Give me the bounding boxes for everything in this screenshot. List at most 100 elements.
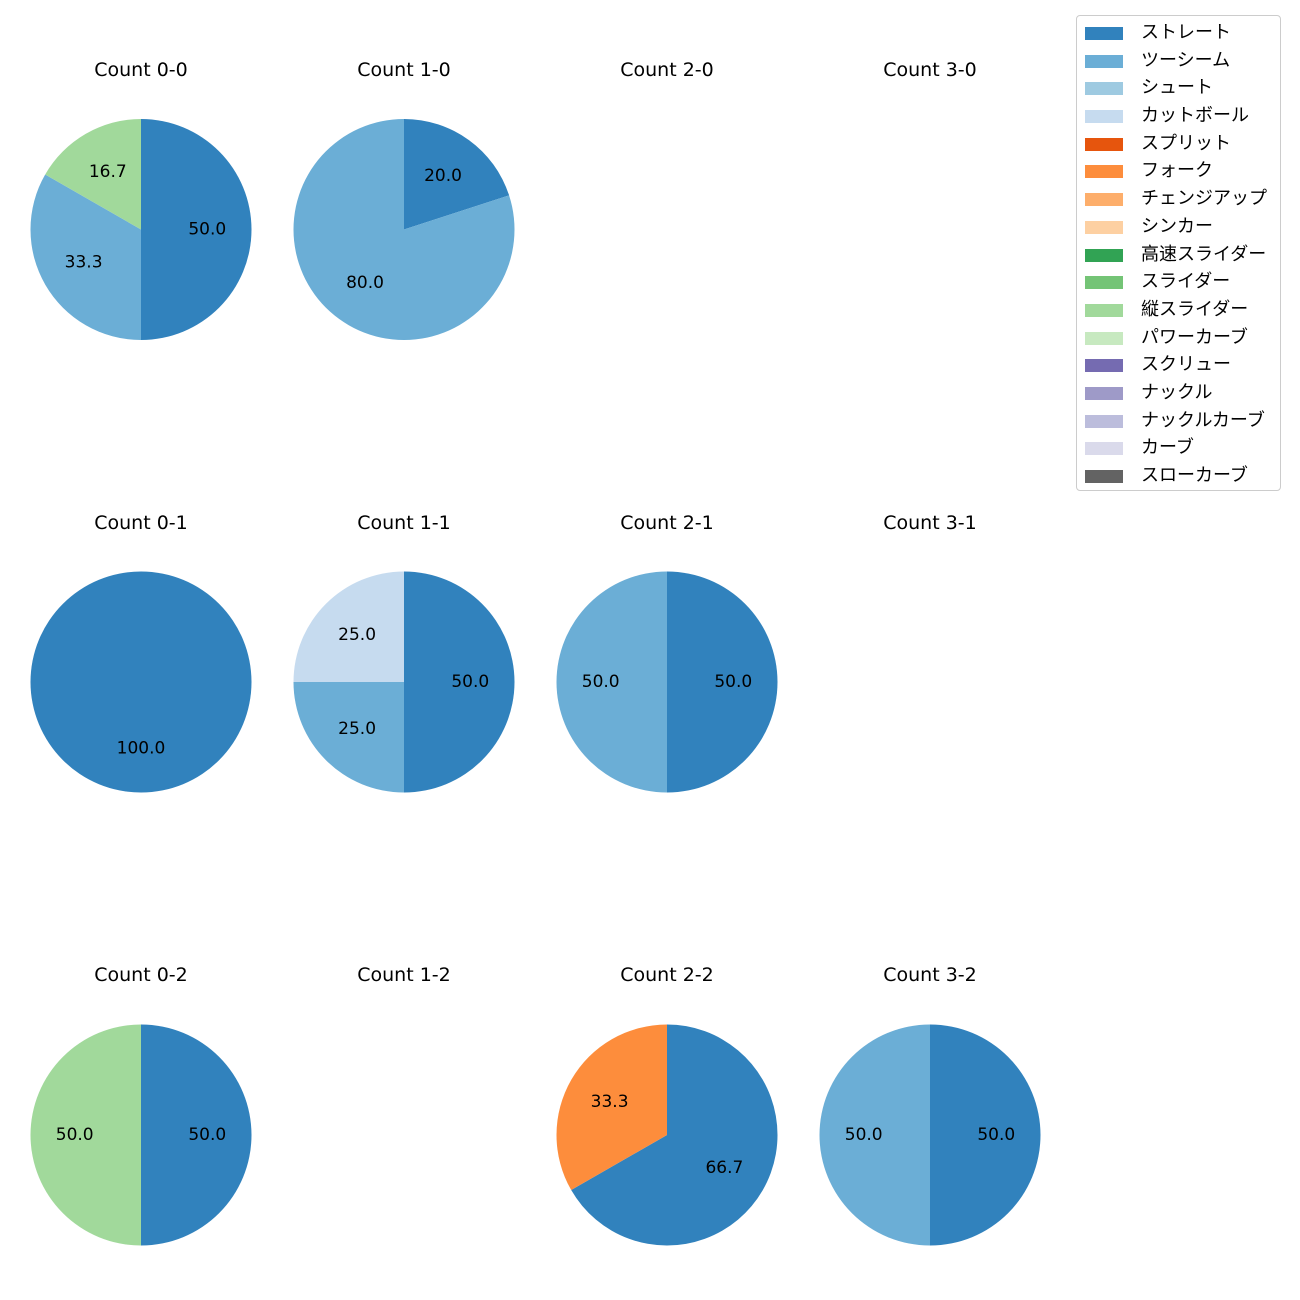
legend-swatch [1085, 165, 1123, 179]
legend-item: ナックル [1077, 380, 1280, 408]
pie-slice-count-1-1-1 [293, 682, 404, 793]
pie-count-0-0: Count 0-0 50.0 33.3 16.7 [30, 59, 252, 340]
legend-label: スローカーブ [1141, 465, 1248, 486]
legend-swatch [1085, 303, 1123, 317]
legend-label: スプリット [1141, 132, 1231, 154]
slice-label: 66.7 [705, 1158, 743, 1178]
legend-swatch [1085, 359, 1123, 373]
slice-label: 50.0 [582, 672, 620, 692]
pie-title: Count 3-2 [883, 964, 977, 986]
slice-label: 25.0 [338, 625, 376, 645]
pie-slice-count-1-1-2 [293, 571, 404, 682]
legend-label: スライダー [1141, 271, 1231, 293]
slice-label: 33.3 [65, 253, 103, 273]
pie-count-0-1: Count 0-1 100.0 [30, 512, 252, 793]
slice-label: 25.0 [338, 719, 376, 739]
pie-count-2-1: Count 2-1 50.0 50.0 [556, 512, 778, 793]
legend-label: ストレート [1141, 22, 1231, 43]
legend-item: カーブ [1077, 435, 1280, 463]
legend-item: 高速スライダー [1077, 242, 1280, 270]
slice-label: 33.3 [591, 1092, 629, 1112]
slice-label: 20.0 [424, 166, 462, 186]
legend-item: シンカー [1077, 214, 1280, 242]
legend-swatch [1085, 331, 1123, 345]
legend-swatch [1085, 276, 1123, 290]
pie-title: Count 2-2 [620, 964, 714, 986]
pie-slice-count-0-0-2 [45, 119, 141, 230]
legend-item: フォーク [1077, 158, 1280, 186]
slice-label: 50.0 [977, 1125, 1015, 1145]
pie-count-0-2: Count 0-2 50.0 50.0 [30, 964, 252, 1246]
pie-title: Count 1-1 [357, 512, 451, 534]
slice-label: 100.0 [117, 738, 166, 758]
slice-label: 50.0 [714, 672, 752, 692]
pie-title: Count 3-0 [883, 59, 977, 81]
slice-label: 50.0 [845, 1125, 883, 1145]
legend-label: カットボール [1141, 105, 1249, 127]
legend-item: チェンジアップ [1077, 186, 1280, 214]
legend-item: ナックルカーブ [1077, 408, 1280, 436]
legend-swatch [1085, 386, 1123, 400]
pie-title: Count 2-0 [620, 59, 714, 81]
slice-label: 80.0 [346, 273, 384, 293]
legend-label: 高速スライダー [1141, 243, 1267, 265]
legend-swatch [1085, 442, 1123, 456]
legend-label: シュート [1141, 77, 1213, 99]
pie-title: Count 1-0 [357, 59, 451, 81]
pie-slice-count-3-2-1 [819, 1024, 930, 1246]
pie-slice-count-2-2-0 [571, 1024, 778, 1246]
slice-label: 50.0 [188, 220, 226, 240]
legend-swatch [1085, 193, 1123, 207]
legend-label: カーブ [1141, 437, 1194, 459]
legend: ストレートツーシームシュートカットボール スプリットフォークチェンジアップ シンカー… [1076, 15, 1281, 491]
slice-label: 50.0 [451, 672, 489, 692]
pie-title: Count 0-0 [94, 59, 188, 81]
pie-count-3-1: Count 3-1 [883, 512, 977, 534]
legend-swatch [1085, 137, 1123, 151]
legend-item: パワーカーブ [1077, 325, 1280, 353]
slice-label: 50.0 [56, 1125, 94, 1145]
legend-item: ツーシーム [1077, 48, 1280, 76]
pie-slice-count-0-0-0 [141, 119, 252, 340]
legend-label: ツーシーム [1141, 49, 1231, 71]
pie-slice-count-3-2-0 [930, 1024, 1041, 1246]
pie-slice-count-2-1-0 [667, 571, 778, 793]
pie-slice-count-2-1-1 [556, 571, 667, 793]
pie-slice-count-0-1-0 [30, 571, 252, 793]
legend-swatch [1085, 82, 1123, 96]
legend-item: ストレート [1077, 20, 1280, 48]
slice-label: 50.0 [188, 1125, 226, 1145]
pie-slice-count-0-0-1 [30, 174, 141, 340]
legend-label: シンカー [1141, 215, 1213, 237]
legend-swatch [1085, 27, 1123, 40]
legend-item: スライダー [1077, 269, 1280, 297]
pie-slice-count-2-2-1 [556, 1024, 667, 1191]
pie-count-3-0: Count 3-0 [883, 59, 977, 81]
legend-item: シュート [1077, 75, 1280, 103]
pie-slice-count-0-2-0 [141, 1024, 252, 1246]
pie-count-2-2: Count 2-2 66.7 33.3 [556, 964, 778, 1246]
pie-count-1-1: Count 1-1 50.0 25.0 25.0 [293, 512, 515, 793]
legend-label: スクリュー [1141, 354, 1231, 376]
legend-label: フォーク [1141, 160, 1213, 182]
pie-count-2-0: Count 2-0 [620, 59, 714, 81]
legend-swatch [1085, 414, 1123, 428]
pie-title: Count 0-2 [94, 964, 188, 986]
legend-item: カットボール [1077, 103, 1280, 131]
slice-label: 16.7 [89, 162, 127, 182]
pie-title: Count 3-1 [883, 512, 977, 534]
legend-swatch [1085, 470, 1123, 483]
legend-item: スローカーブ [1077, 463, 1280, 491]
pie-slice-count-1-1-0 [404, 571, 515, 793]
legend-label: ナックルカーブ [1141, 409, 1265, 431]
pie-title: Count 0-1 [94, 512, 188, 534]
legend-label: チェンジアップ [1141, 188, 1267, 210]
legend-item: 縦スライダー [1077, 297, 1280, 325]
legend-label: ナックル [1141, 381, 1213, 403]
pie-count-1-0: Count 1-0 20.0 80.0 [293, 59, 515, 340]
pie-count-3-2: Count 3-2 50.0 50.0 [819, 964, 1041, 1246]
pie-slice-count-0-2-1 [30, 1024, 142, 1246]
legend-label: パワーカーブ [1141, 326, 1248, 348]
pie-title: Count 2-1 [620, 512, 714, 534]
